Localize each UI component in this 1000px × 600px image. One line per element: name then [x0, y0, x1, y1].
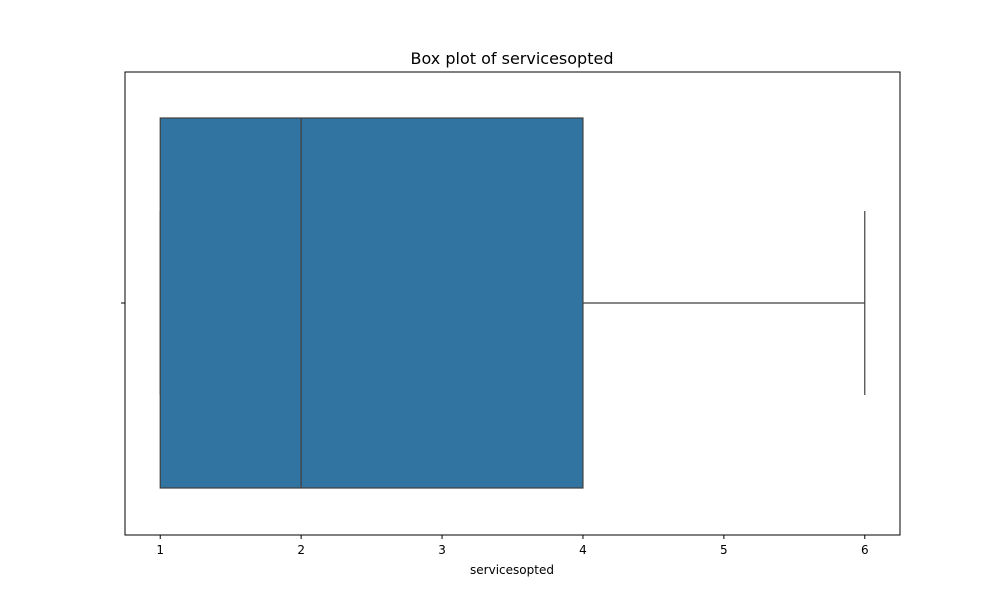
x-tick-label: 1: [156, 543, 164, 557]
x-tick-label: 6: [861, 543, 869, 557]
interquartile-box: [159, 117, 584, 489]
x-tick-label: 2: [297, 543, 305, 557]
x-tick-label: 4: [579, 543, 587, 557]
x-axis-label: servicesopted: [470, 563, 554, 577]
x-tick-label: 3: [438, 543, 446, 557]
chart-title: Box plot of servicesopted: [411, 49, 614, 68]
x-tick-label: 5: [720, 543, 728, 557]
